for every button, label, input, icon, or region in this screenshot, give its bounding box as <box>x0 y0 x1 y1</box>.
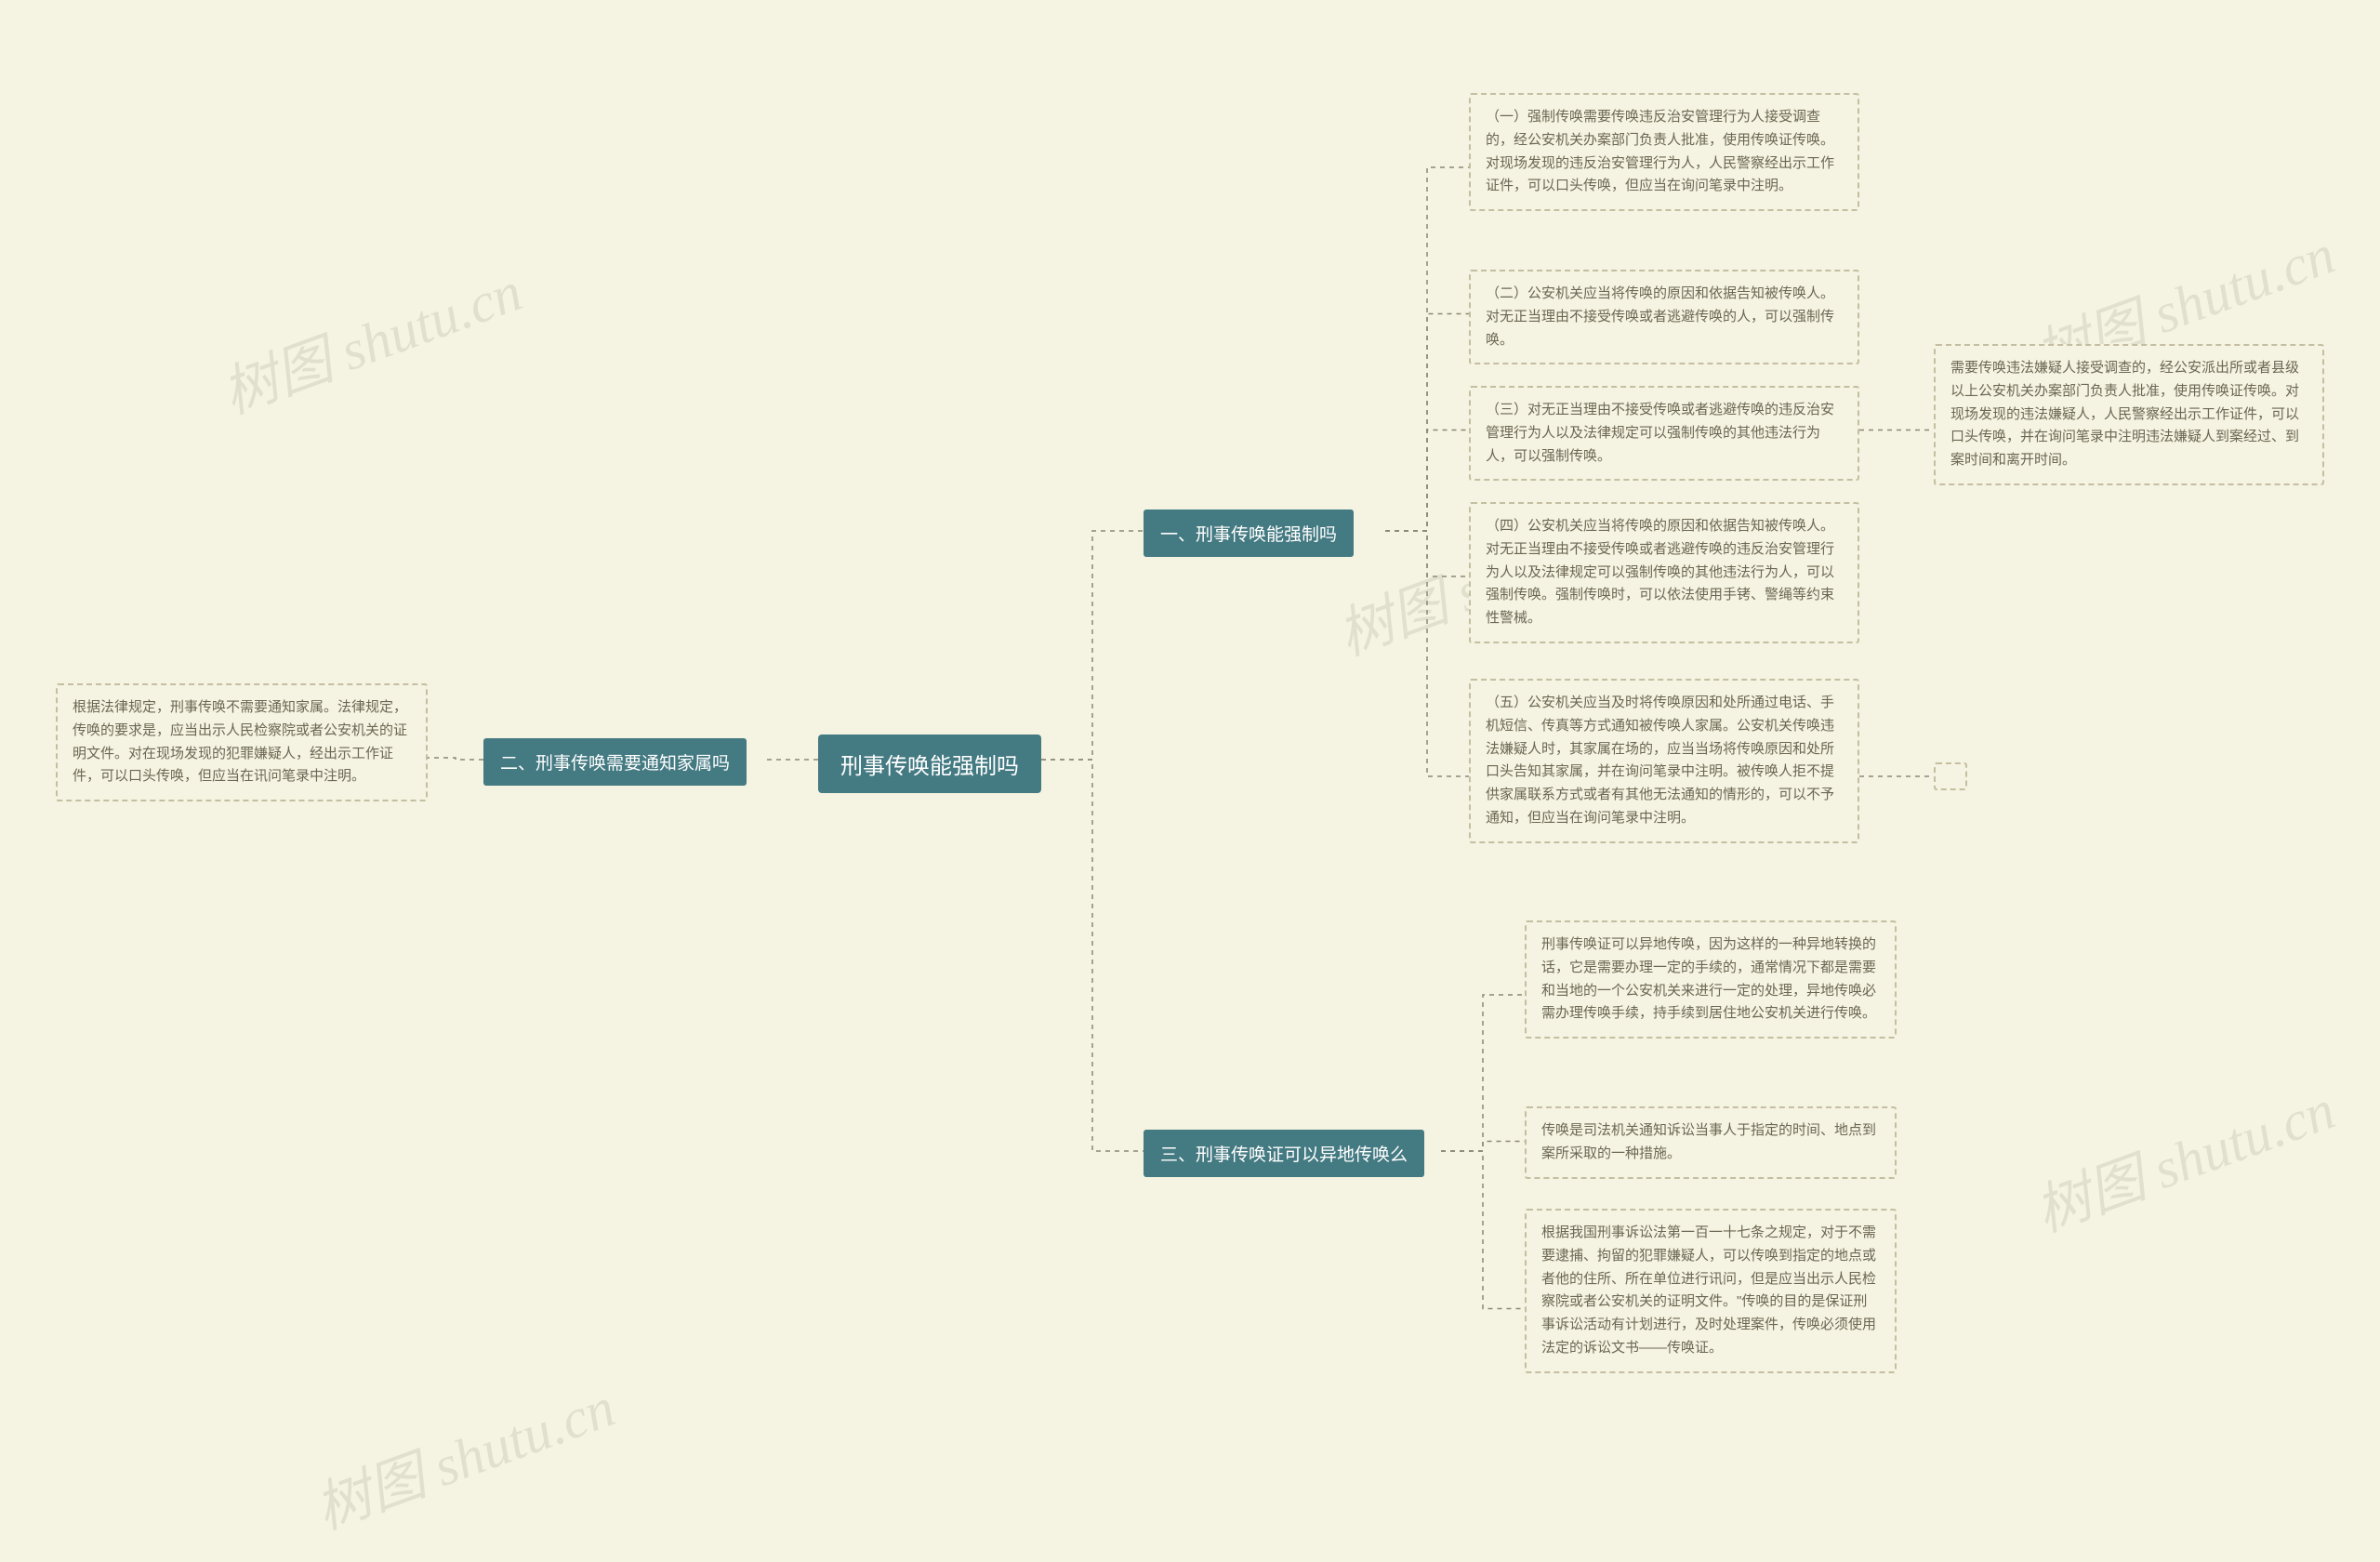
branch-1-leaf-3-child: 需要传唤违法嫌疑人接受调查的，经公安派出所或者县级以上公安机关办案部门负责人批准… <box>1934 344 2324 485</box>
branch-1-leaf-4: （四）公安机关应当将传唤的原因和依据告知被传唤人。对无正当理由不接受传唤或者逃避… <box>1469 502 1859 643</box>
branch-1-leaf-2: （二）公安机关应当将传唤的原因和依据告知被传唤人。对无正当理由不接受传唤或者逃避… <box>1469 270 1859 364</box>
branch-1: 一、刑事传唤能强制吗 <box>1144 510 1354 557</box>
watermark: 树图 shutu.cn <box>302 1362 624 1545</box>
branch-3: 三、刑事传唤证可以异地传唤么 <box>1144 1130 1424 1177</box>
root-label: 刑事传唤能强制吗 <box>840 754 1019 779</box>
branch-2-leaf-1: 根据法律规定，刑事传唤不需要通知家属。法律规定，传唤的要求是，应当出示人民检察院… <box>56 683 428 801</box>
watermark: 树图 shutu.cn <box>2022 1065 2344 1248</box>
root-node: 刑事传唤能强制吗 <box>818 735 1041 793</box>
branch-1-leaf-5: （五）公安机关应当及时将传唤原因和处所通过电话、手机短信、传真等方式通知被传唤人… <box>1469 679 1859 843</box>
branch-3-label: 三、刑事传唤证可以异地传唤么 <box>1160 1145 1408 1165</box>
branch-3-leaf-3: 根据我国刑事诉讼法第一百一十七条之规定，对于不需要逮捕、拘留的犯罪嫌疑人，可以传… <box>1525 1209 1897 1373</box>
branch-1-leaf-3: （三）对无正当理由不接受传唤或者逃避传唤的违反治安管理行为人以及法律规定可以强制… <box>1469 386 1859 481</box>
watermark: 树图 shutu.cn <box>209 246 531 430</box>
branch-1-leaf-5-empty <box>1934 762 1967 790</box>
branch-1-label: 一、刑事传唤能强制吗 <box>1160 525 1337 545</box>
branch-3-leaf-2: 传唤是司法机关通知诉讼当事人于指定的时间、地点到案所采取的一种措施。 <box>1525 1106 1897 1179</box>
branch-2: 二、刑事传唤需要通知家属吗 <box>483 738 747 786</box>
branch-1-leaf-1: （一）强制传唤需要传唤违反治安管理行为人接受调查的，经公安机关办案部门负责人批准… <box>1469 93 1859 211</box>
branch-3-leaf-1: 刑事传唤证可以异地传唤，因为这样的一种异地转换的话，它是需要办理一定的手续的，通… <box>1525 920 1897 1039</box>
branch-2-label: 二、刑事传唤需要通知家属吗 <box>500 754 730 774</box>
